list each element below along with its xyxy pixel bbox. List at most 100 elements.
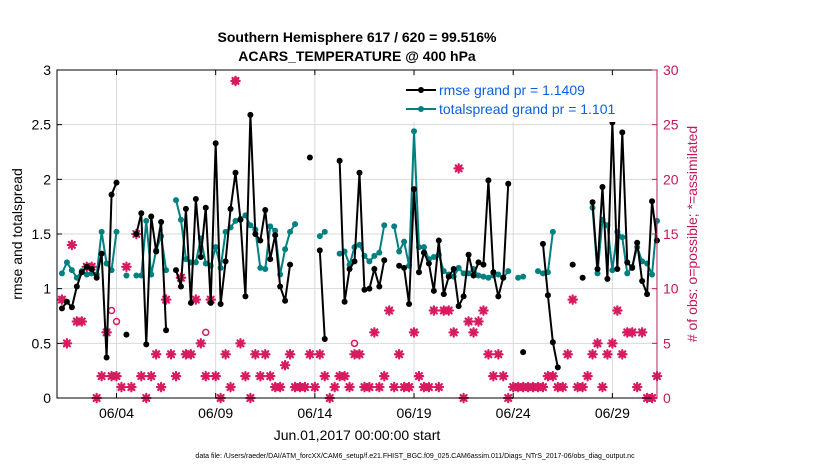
rmse-point bbox=[207, 299, 214, 306]
rmse-point bbox=[173, 267, 180, 274]
rmse-point bbox=[411, 186, 418, 193]
rmse-point bbox=[594, 265, 601, 272]
obs-assimilated-marker bbox=[56, 294, 68, 305]
y-tick-label-right: 15 bbox=[663, 226, 679, 242]
rmse-point bbox=[435, 237, 442, 244]
obs-assimilated-marker bbox=[225, 381, 236, 393]
x-tick-label: 06/04 bbox=[99, 405, 134, 421]
rmse-point bbox=[73, 283, 80, 290]
rmse-point bbox=[272, 232, 279, 239]
rmse-point bbox=[376, 283, 383, 290]
rmse-point bbox=[98, 250, 105, 257]
obs-assimilated-marker bbox=[602, 348, 613, 360]
rmse-point bbox=[649, 198, 656, 205]
totalspread-point bbox=[460, 270, 467, 277]
rmse-point bbox=[321, 335, 328, 342]
rmse-point bbox=[480, 261, 487, 268]
obs-assimilated-marker bbox=[284, 348, 296, 360]
y-tick-label-right: 25 bbox=[663, 117, 679, 133]
obs-possible-marker bbox=[107, 306, 116, 315]
obs-assimilated-marker bbox=[339, 370, 350, 382]
rmse-point bbox=[371, 265, 378, 272]
rmse-point bbox=[287, 261, 294, 268]
obs-assimilated-marker bbox=[423, 381, 435, 393]
totalspread-point bbox=[143, 217, 150, 224]
obs-assimilated-marker bbox=[150, 348, 162, 360]
rmse-point bbox=[425, 260, 432, 267]
obs-assimilated-marker bbox=[259, 348, 271, 360]
rmse-point bbox=[639, 278, 646, 285]
obs-assimilated-marker bbox=[448, 327, 459, 338]
rmse-point bbox=[262, 206, 269, 213]
legend-box bbox=[401, 76, 651, 122]
y-tick-label-right: 30 bbox=[663, 62, 679, 78]
rmse-point bbox=[500, 274, 507, 281]
rmse-point bbox=[475, 259, 482, 266]
rmse-point bbox=[63, 298, 70, 305]
chart-title-line-2: ACARS_TEMPERATURE @ 400 hPa bbox=[238, 48, 476, 64]
legend-entry-totalspread: totalspread grand pr = 1.101 bbox=[439, 101, 616, 117]
rmse-point bbox=[624, 259, 631, 266]
totalspread-point bbox=[505, 268, 512, 275]
obs-assimilated-marker bbox=[408, 327, 420, 338]
rmse-point bbox=[604, 275, 611, 282]
rmse-point bbox=[505, 180, 512, 187]
rmse-point bbox=[252, 231, 259, 237]
totalspread-point bbox=[222, 228, 229, 235]
totalspread-point bbox=[202, 260, 209, 267]
obs-assimilated-marker bbox=[220, 348, 231, 360]
rmse-line bbox=[398, 180, 510, 310]
y-tick-label-left: 2.5 bbox=[32, 117, 52, 133]
obs-assimilated-marker bbox=[413, 370, 425, 382]
totalspread-point bbox=[411, 128, 418, 135]
rmse-point bbox=[569, 261, 576, 268]
rmse-point bbox=[88, 265, 95, 272]
rmse-point bbox=[455, 303, 462, 310]
rmse-point bbox=[619, 129, 626, 136]
totalspread-point bbox=[624, 270, 631, 277]
obs-assimilated-marker bbox=[304, 348, 316, 360]
rmse-point bbox=[217, 300, 224, 307]
y-axis-label-left: rmse and totalspread bbox=[9, 168, 25, 300]
obs-assimilated-marker bbox=[378, 370, 390, 382]
totalspread-point bbox=[520, 273, 527, 280]
y-tick-label-left: 0.5 bbox=[32, 335, 52, 351]
totalspread-point bbox=[321, 228, 328, 235]
rmse-point bbox=[123, 331, 130, 338]
totalspread-point bbox=[68, 267, 75, 274]
obs-assimilated-marker bbox=[160, 294, 172, 305]
obs-assimilated-marker bbox=[314, 348, 326, 360]
totalspread-point bbox=[282, 246, 289, 253]
rmse-point bbox=[182, 205, 189, 212]
obs-assimilated-marker bbox=[111, 370, 122, 382]
rmse-point bbox=[430, 287, 437, 294]
legend-marker-rmse bbox=[418, 87, 424, 93]
obs-assimilated-marker bbox=[61, 338, 73, 349]
rmse-point bbox=[381, 257, 388, 264]
y-tick-label-left: 1 bbox=[43, 281, 51, 297]
obs-assimilated-marker bbox=[626, 327, 638, 338]
obs-assimilated-marker bbox=[478, 305, 489, 316]
totalspread-point bbox=[133, 272, 140, 279]
obs-assimilated-marker bbox=[96, 370, 107, 382]
rmse-point bbox=[450, 265, 457, 272]
totalspread-point bbox=[534, 268, 541, 275]
obs-assimilated-marker bbox=[582, 370, 593, 382]
obs-assimilated-marker bbox=[636, 327, 648, 338]
totalspread-point bbox=[475, 272, 482, 279]
totalspread-point bbox=[619, 234, 626, 241]
totalspread-point bbox=[257, 264, 264, 271]
series-layer bbox=[56, 75, 663, 404]
rmse-point bbox=[222, 258, 229, 265]
obs-assimilated-marker bbox=[329, 381, 340, 393]
totalspread-point bbox=[366, 258, 373, 265]
obs-assimilated-marker bbox=[354, 348, 365, 360]
rmse-point bbox=[415, 269, 422, 276]
rmse-point bbox=[346, 265, 353, 272]
rmse-point bbox=[599, 183, 606, 190]
obs-assimilated-marker bbox=[483, 348, 494, 360]
rmse-point bbox=[153, 248, 160, 255]
totalspread-point bbox=[98, 228, 105, 235]
totalspread-point bbox=[480, 273, 487, 280]
obs-assimilated-marker bbox=[547, 370, 559, 382]
